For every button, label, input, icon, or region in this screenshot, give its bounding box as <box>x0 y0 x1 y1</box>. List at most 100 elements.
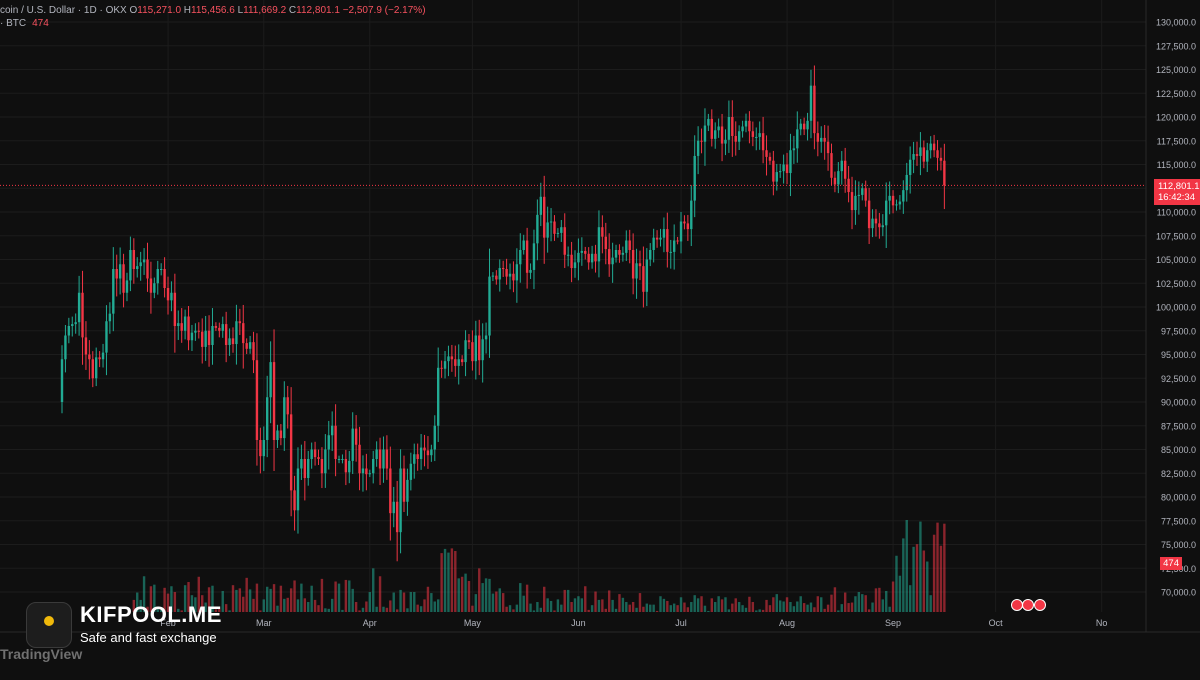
candle-body <box>580 250 584 253</box>
candle-body <box>84 337 88 355</box>
x-tick-label: Jul <box>675 618 687 628</box>
candle-body <box>871 218 874 229</box>
y-tick-label: 87,500.0 <box>1161 421 1196 431</box>
candle-body <box>498 268 501 280</box>
volume-bar <box>703 605 707 612</box>
candle-body <box>816 133 820 142</box>
candle-body <box>375 449 378 459</box>
volume-bar <box>939 545 943 612</box>
volume-bar <box>218 608 221 612</box>
event-markers[interactable] <box>1011 598 1046 616</box>
volume-bar <box>201 595 204 612</box>
candle-body <box>594 253 597 262</box>
x-tick-label: Feb <box>160 618 176 628</box>
candle-body <box>519 250 522 265</box>
volume-bar <box>300 583 303 612</box>
candle-body <box>765 150 768 157</box>
volume-bar <box>272 584 276 612</box>
volume-bar <box>912 546 915 612</box>
volume-bar <box>324 608 327 612</box>
volume-bar <box>826 604 830 612</box>
volume-bar <box>758 609 761 612</box>
event-flag-icon[interactable] <box>1022 599 1035 611</box>
brand-overlay: KIFPOOL.ME Safe and fast exchange <box>14 598 244 658</box>
volume-bar <box>515 604 519 612</box>
volume-bar <box>809 602 813 612</box>
volume-bar <box>539 607 542 612</box>
volume-tag: 474 <box>1160 557 1182 570</box>
y-tick-label: 127,500.0 <box>1156 41 1196 51</box>
candle-body <box>635 263 638 279</box>
volume-bar <box>454 551 457 612</box>
candle-body <box>741 126 744 132</box>
candle-body <box>553 221 556 234</box>
candle-body <box>843 160 847 179</box>
high-label: H <box>183 5 192 16</box>
volume-bar <box>847 603 850 612</box>
y-tick-label: 107,500.0 <box>1156 231 1196 241</box>
volume-bar <box>341 609 344 612</box>
candle-body <box>501 268 505 270</box>
candle-body <box>601 227 604 237</box>
candle-body <box>450 356 454 360</box>
candle-body <box>484 335 488 340</box>
candle-body <box>320 459 324 474</box>
x-tick-label: Mar <box>256 618 272 628</box>
candle-body <box>481 339 484 361</box>
candle-body <box>286 397 289 415</box>
volume-bar <box>231 585 235 612</box>
volume-bar <box>327 608 330 612</box>
volume-bar <box>525 584 529 612</box>
candle-body <box>440 367 443 369</box>
volume-bar <box>296 599 300 612</box>
candle-body <box>744 120 748 127</box>
volume-bar <box>820 597 823 612</box>
candle-body <box>416 454 419 459</box>
volume-bar <box>696 598 700 612</box>
candle-body <box>231 338 235 345</box>
volume-bar <box>228 610 231 612</box>
candle-body <box>707 118 710 126</box>
candle-body <box>720 126 724 144</box>
candle-body <box>837 171 840 185</box>
event-flag-icon[interactable] <box>1011 599 1023 611</box>
candle-body <box>269 362 272 398</box>
volume-bar <box>929 595 932 612</box>
volume-bar <box>922 550 926 612</box>
candle-body <box>878 223 881 228</box>
candle-body <box>197 330 200 332</box>
candle-body <box>91 359 94 379</box>
candle-body <box>402 468 406 502</box>
candle-body <box>296 468 300 511</box>
candle-body <box>460 359 464 363</box>
volume-bar <box>792 606 796 612</box>
volume-bar <box>720 599 724 612</box>
candle-body <box>621 252 625 255</box>
volume-bar <box>259 610 262 612</box>
candle-body <box>642 266 645 292</box>
volume-bar <box>289 588 293 612</box>
x-tick-label: Oct <box>989 618 1004 628</box>
volume-bar <box>594 591 597 612</box>
volume-bar <box>484 578 488 612</box>
candle-body <box>368 473 371 475</box>
candle-body <box>132 250 136 269</box>
event-flag-icon[interactable] <box>1033 599 1046 611</box>
volume-bar <box>365 601 368 612</box>
candle-body <box>491 275 495 277</box>
tradingview-logo[interactable]: TradingView <box>0 646 82 662</box>
candle-body <box>659 237 662 240</box>
candle-body <box>399 468 402 533</box>
volume-bar <box>604 608 607 612</box>
candle-body <box>926 150 929 162</box>
candle-body <box>560 227 563 233</box>
volume-bar <box>447 552 450 612</box>
x-tick-label: No <box>1096 618 1108 628</box>
candle-body <box>936 150 939 158</box>
candle-body <box>300 459 303 469</box>
candle-body <box>389 468 392 514</box>
candle-body <box>242 323 245 344</box>
volume-bar <box>943 523 946 612</box>
